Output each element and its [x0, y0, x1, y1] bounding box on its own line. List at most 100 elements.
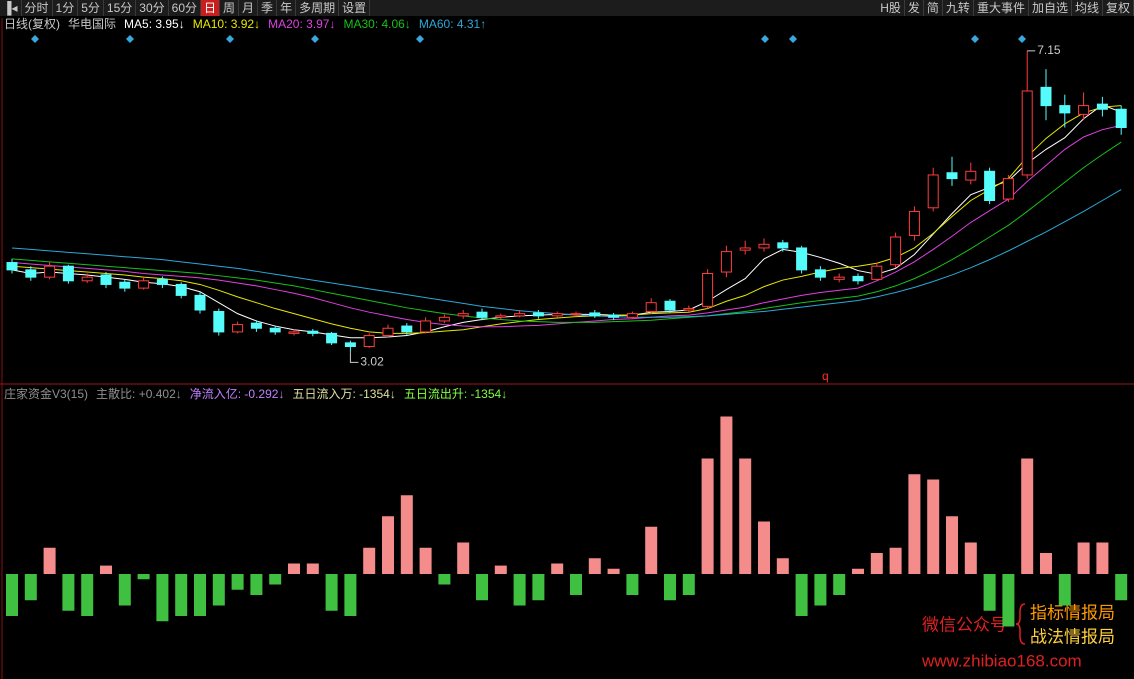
candle-body	[1078, 105, 1090, 115]
flow-bar	[137, 574, 150, 580]
candle-body	[307, 330, 319, 334]
toolbar-button[interactable]: 均线	[1072, 0, 1103, 16]
candle-body	[438, 316, 450, 322]
toolbar-button[interactable]: H股	[877, 0, 905, 16]
toolbar-button[interactable]: 简	[924, 0, 943, 16]
toolbar-button[interactable]: 周	[220, 0, 240, 16]
toolbar-button[interactable]: 年	[277, 0, 297, 16]
toolbar-left: ▐◂ 分时 1分 5分 15分 30分 60分日周月季年多周期 设置	[0, 0, 371, 16]
toolbar-button[interactable]: 重大事件	[974, 0, 1029, 16]
candle-body	[476, 311, 488, 318]
candle-body	[720, 251, 732, 273]
candle-body	[1059, 105, 1071, 114]
legend-text: 净流入亿: -0.292↓	[190, 386, 285, 401]
flow-bar	[946, 516, 958, 574]
toolbar-button[interactable]: 发	[905, 0, 924, 16]
candle-body	[119, 281, 131, 289]
flow-bar	[889, 547, 902, 574]
brace	[1015, 603, 1026, 645]
legend-text: 日线(复权)	[4, 17, 60, 31]
toolbar-button[interactable]: 日	[201, 0, 221, 16]
candle-body	[269, 327, 281, 333]
toolbar-button[interactable]: 5分	[78, 0, 104, 16]
icon[interactable]: ▐◂	[0, 0, 22, 16]
candle-body	[156, 278, 168, 285]
flow-bar	[269, 574, 282, 585]
legend-text: MA20: 3.97↓	[268, 17, 335, 31]
flow-bar	[513, 574, 526, 606]
candle-body	[344, 342, 356, 348]
toolbar-button[interactable]: 1分	[53, 0, 79, 16]
flow-bar	[194, 574, 206, 616]
candle-body	[683, 308, 695, 311]
toolbar-button[interactable]: 季	[258, 0, 278, 16]
candle-body	[796, 247, 808, 271]
flow-bar	[118, 574, 131, 606]
flow-bar	[24, 574, 37, 601]
flow-bar	[363, 547, 376, 574]
flow-bar	[175, 574, 188, 616]
candle-body	[6, 262, 18, 271]
flow-bar	[739, 458, 752, 574]
flow-bar	[833, 574, 846, 595]
flow-bar	[6, 574, 18, 616]
candle-body	[100, 274, 112, 285]
flow-bar	[212, 574, 225, 606]
toolbar-button[interactable]: 设置	[339, 0, 371, 16]
candle-body	[1002, 178, 1014, 200]
flow-bar	[400, 495, 413, 574]
toolbar: ▐◂ 分时 1分 5分 15分 30分 60分日周月季年多周期 设置 H股发简九转 重大事件 加自…	[0, 0, 1134, 16]
candle-body	[213, 310, 225, 333]
toolbar-button[interactable]: 30分	[136, 0, 169, 16]
candle-body	[326, 332, 338, 344]
flow-bar	[382, 516, 394, 574]
toolbar-button[interactable]: 多周期	[296, 0, 340, 16]
legend-text: MA60: 4.31↑	[419, 17, 486, 31]
flow-bar	[250, 574, 263, 595]
flow-bar	[758, 521, 770, 574]
ma-line	[11, 141, 1122, 323]
flow-bar	[100, 565, 112, 574]
toolbar-button[interactable]: 月	[239, 0, 259, 16]
flow-bar	[438, 574, 451, 585]
chart: 微信公众号 指标情报局 战法情报局 www.zhibiao168.com 日线(…	[0, 17, 1134, 679]
flow-bar	[814, 574, 827, 606]
flow-bar	[720, 416, 733, 574]
legend-text: 庄家资金V3(15)	[4, 386, 88, 401]
legend-text: 五日流入万: -1354↓	[292, 387, 395, 401]
legend-text: MA5: 3.95↓	[124, 17, 185, 31]
legend-text: 五日流出升: -1354↓	[404, 387, 507, 401]
flow-bar	[664, 574, 676, 601]
flow-bar	[682, 574, 695, 595]
flow-bar	[983, 574, 996, 611]
legend-text: MA10: 3.92↓	[193, 17, 260, 31]
flow-bar	[288, 563, 300, 574]
toolbar-button[interactable]: 分时	[22, 0, 53, 16]
candle-body	[194, 294, 206, 311]
candle-body	[44, 265, 56, 278]
watermark: www.zhibiao168.com	[921, 651, 1082, 670]
flow-bar	[570, 574, 582, 595]
flow-bar	[1077, 542, 1090, 574]
signal-markers	[31, 35, 1026, 43]
flow-bar	[325, 574, 338, 611]
flow-bar	[1021, 458, 1034, 574]
candle-body	[814, 269, 826, 278]
toolbar-button[interactable]: 加自选	[1029, 0, 1072, 16]
candle-body	[871, 265, 883, 280]
toolbar-button[interactable]: 15分	[104, 0, 137, 16]
toolbar-button[interactable]: 60分	[169, 0, 201, 16]
candle-body	[457, 313, 469, 317]
candle-body	[739, 247, 751, 251]
toolbar-button[interactable]: 复权	[1103, 0, 1134, 16]
legend-text: 华电国际	[68, 17, 116, 31]
flow-bar	[419, 547, 432, 574]
flow-bar	[494, 565, 507, 574]
min-label: 3.02	[360, 355, 384, 369]
toolbar-button[interactable]: 九转	[943, 0, 974, 16]
candle-body	[1040, 86, 1052, 107]
flow-bar	[344, 574, 357, 616]
watermark: 指标情报局	[1030, 603, 1115, 622]
candle-body	[570, 313, 582, 316]
marker-label: q	[822, 369, 829, 383]
